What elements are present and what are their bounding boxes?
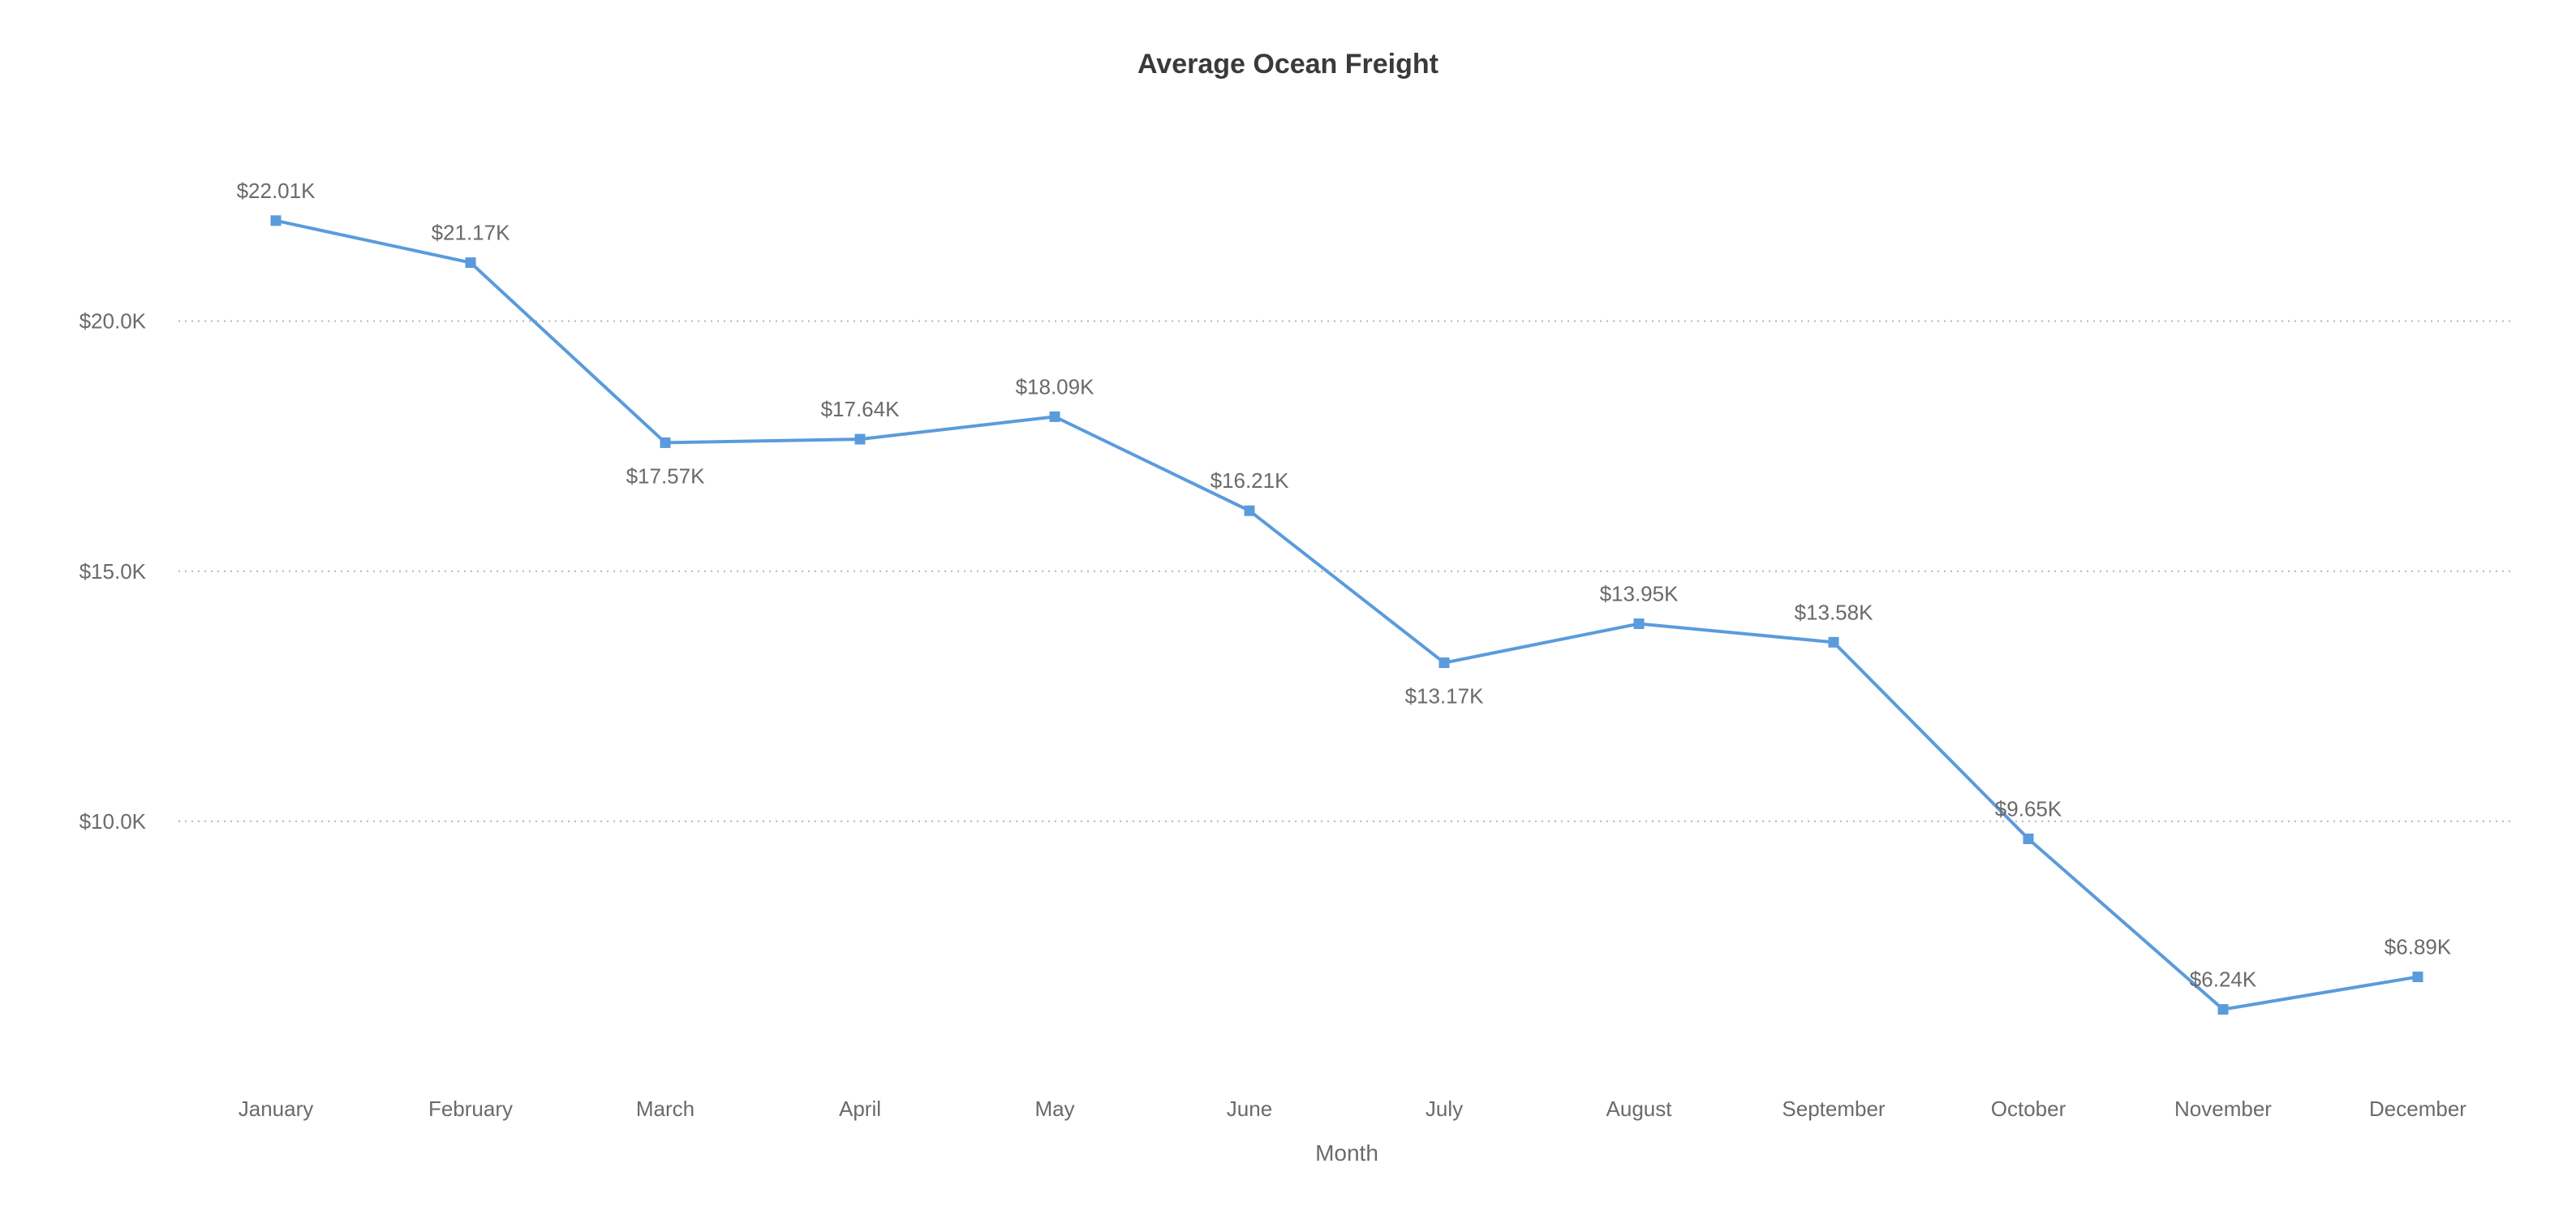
data-marker [2413,972,2423,982]
data-label: $6.89K [2385,935,2452,959]
x-tick-label: November [2174,1097,2272,1121]
data-label: $9.65K [1995,796,2062,821]
x-tick-label: September [1782,1097,1886,1121]
data-marker [1050,412,1060,421]
series-line [276,221,2418,1010]
x-tick-label: June [1227,1097,1272,1121]
data-label: $18.09K [1016,374,1095,399]
x-tick-label: February [428,1097,513,1121]
data-label: $13.95K [1600,581,1679,606]
freight-line-chart: Average Ocean Freight $10.0K $15.0K $20.0K… [0,0,2576,1211]
x-tick-label: December [2369,1097,2466,1121]
data-marker [1439,658,1449,668]
x-tick-label: April [839,1097,881,1121]
x-tick-label: July [1426,1097,1463,1121]
data-marker [1245,506,1254,515]
x-axis-title: Month [1315,1140,1378,1166]
data-marker [271,216,281,226]
x-tick-label: January [239,1097,314,1121]
x-tick-label: May [1034,1097,1074,1121]
data-marker [466,258,475,268]
x-tick-label: August [1606,1097,1673,1121]
data-label: $13.58K [1795,600,1874,624]
x-tick-label: October [1991,1097,2066,1121]
data-label: $21.17K [432,221,511,245]
y-tick-label: $15.0K [80,559,147,584]
data-label: $6.24K [2190,968,2257,992]
data-label: $17.57K [626,463,706,488]
x-tick-label: March [636,1097,695,1121]
data-label: $17.64K [821,397,901,421]
y-tick-label: $20.0K [80,309,147,334]
data-label: $16.21K [1211,468,1290,493]
x-axis-ticks: January February March April May June July Augu… [239,1097,2467,1121]
gridlines [178,321,2515,821]
chart-container: Average Ocean Freight $10.0K $15.0K $20.0K… [0,0,2576,1211]
data-marker [1829,637,1838,647]
data-marker [1634,618,1644,628]
y-axis-ticks: $10.0K $15.0K $20.0K [80,309,147,834]
data-marker [855,434,865,444]
data-label: $13.17K [1405,684,1485,709]
y-tick-label: $10.0K [80,809,147,834]
data-marker [660,437,670,447]
data-markers [271,216,2423,1015]
data-label: $22.01K [237,179,316,203]
data-marker [2218,1005,2228,1015]
data-marker [2023,834,2033,843]
chart-title: Average Ocean Freight [1137,49,1439,80]
